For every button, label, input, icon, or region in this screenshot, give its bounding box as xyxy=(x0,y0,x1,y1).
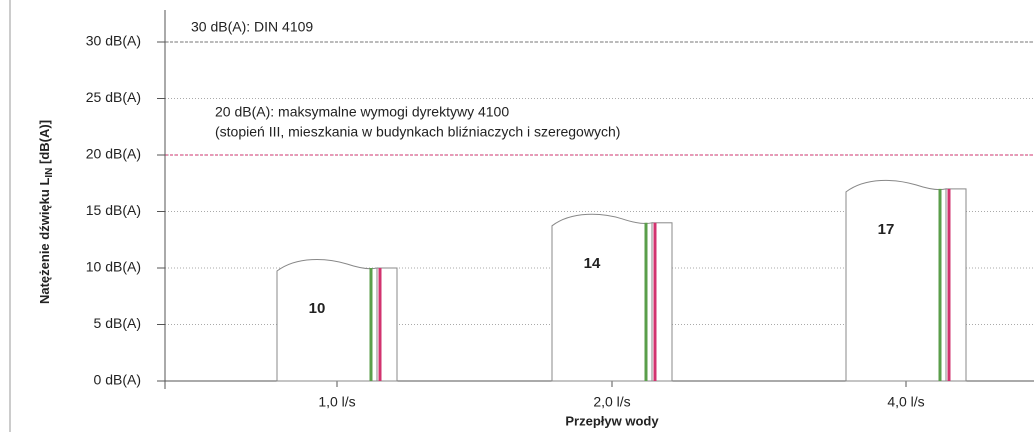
y-tick-label: 0 dB(A) xyxy=(94,372,141,388)
reference-label: 30 dB(A): DIN 4109 xyxy=(191,19,313,35)
y-title-part: Natężenie dźwięku L xyxy=(37,178,52,304)
y-tick-label: 20 dB(A) xyxy=(86,146,141,162)
y-tick-label: 25 dB(A) xyxy=(86,89,141,105)
value-label: 14 xyxy=(584,255,601,272)
bar xyxy=(552,214,652,381)
y-title-sub: IN xyxy=(44,168,55,178)
reference-label: 20 dB(A): maksymalne wymogi dyrektywy 41… xyxy=(215,104,509,120)
y-tick-label: 10 dB(A) xyxy=(86,259,141,275)
x-axis-title: Przepływ wody xyxy=(565,413,659,428)
bar xyxy=(846,180,946,381)
reference-label: (stopień III, mieszkania w budynkach bli… xyxy=(215,124,620,140)
x-tick-label: 1,0 l/s xyxy=(318,394,355,410)
chart: Natężenie dźwięku LIN [dB(A)] Przepływ w… xyxy=(0,0,1034,432)
y-tick-label: 15 dB(A) xyxy=(86,202,141,218)
value-label: 10 xyxy=(309,300,326,317)
y-tick-label: 30 dB(A) xyxy=(86,33,141,49)
bar xyxy=(277,260,377,381)
y-tick-label: 5 dB(A) xyxy=(94,315,141,331)
x-tick-label: 4,0 l/s xyxy=(887,394,924,410)
y-title-part: [dB(A)] xyxy=(37,120,52,168)
x-tick-label: 2,0 l/s xyxy=(593,394,630,410)
y-axis-title: Natężenie dźwięku LIN [dB(A)] xyxy=(37,120,54,304)
value-label: 17 xyxy=(878,221,895,238)
